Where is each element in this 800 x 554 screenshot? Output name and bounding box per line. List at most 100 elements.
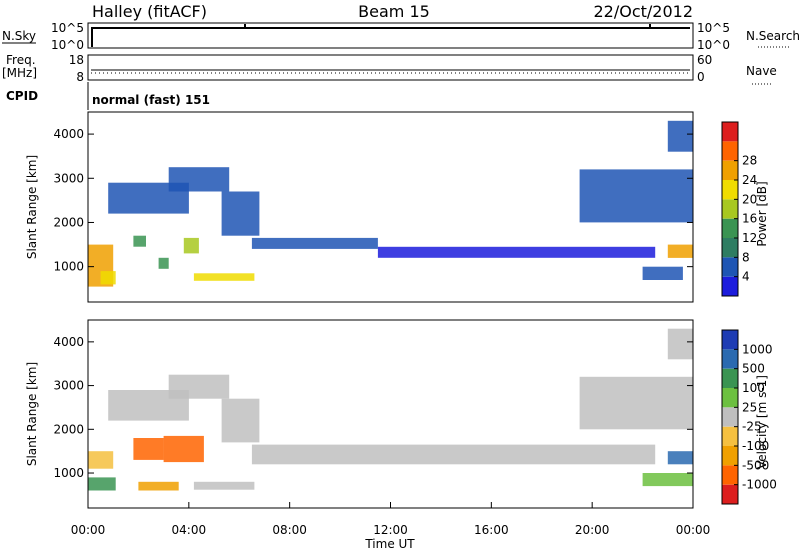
velocity-colorbar-tick-label-4: 25 xyxy=(742,400,757,414)
power-colorbar-tick-label-2: 12 xyxy=(742,231,757,245)
velocity-colorbar-tick-label-5: 100 xyxy=(742,381,765,395)
velocity-y-label: Slant Range [km] xyxy=(25,362,39,466)
power-colorbar-swatch-7 xyxy=(722,141,738,161)
velocity-y-ticks: 1000 2000 3000 4000 xyxy=(53,335,693,480)
velocity-region-9 xyxy=(251,444,656,465)
velocity-colorbar-frame xyxy=(721,329,739,505)
velocity-colorbar-swatch-3 xyxy=(722,426,738,446)
velocity-colorbar-swatch-4 xyxy=(722,407,738,427)
power-region-5 xyxy=(133,235,146,247)
velocity-region-8 xyxy=(193,481,255,490)
nsky-panel xyxy=(87,22,694,49)
velocity-xtick-label-6: 00:00 xyxy=(676,523,711,537)
power-plot-frame xyxy=(87,111,694,303)
power-colorbar-frame xyxy=(721,121,739,297)
velocity-colorbar-label: Velocity [m s-1] xyxy=(755,375,769,469)
power-colorbar xyxy=(721,121,739,297)
freq-tick-bottom: 8 xyxy=(76,70,84,84)
velocity-region-0 xyxy=(88,451,114,469)
velocity-x-ticks: 00:00 04:00 08:00 12:00 16:00 20:00 00:00 xyxy=(71,502,711,537)
freq-tick-top: 18 xyxy=(69,53,84,67)
power-region-14 xyxy=(667,120,693,152)
velocity-x-label: Time UT xyxy=(364,537,415,551)
velocity-colorbar-tick-label-2: -100 xyxy=(742,439,769,453)
power-region-13 xyxy=(642,266,683,280)
power-region-9 xyxy=(251,237,378,249)
cpid-label: CPID xyxy=(6,89,38,103)
nave-label: Nave xyxy=(746,64,777,78)
velocity-ytick-label-3: 4000 xyxy=(53,335,84,349)
power-colorbar-swatch-2 xyxy=(722,238,738,258)
power-colorbar-tick-label-3: 16 xyxy=(742,212,757,226)
freq-label-1: Freq. xyxy=(6,53,36,67)
velocity-colorbar-swatch-8 xyxy=(722,330,738,350)
velocity-region-11 xyxy=(667,451,693,465)
nsearch-label: N.Search xyxy=(746,29,800,43)
power-region-12 xyxy=(667,244,693,258)
nsearch-tick-top: 10^5 xyxy=(697,21,730,35)
nsky-tick-top: 10^5 xyxy=(51,21,84,35)
power-colorbar-swatch-4 xyxy=(722,199,738,219)
velocity-colorbar-swatch-0 xyxy=(722,484,738,504)
power-y-ticks: 1000 2000 3000 4000 xyxy=(53,127,693,274)
power-colorbar-swatch-1 xyxy=(722,257,738,277)
nsky-tick-bottom: 10^0 xyxy=(51,38,84,52)
velocity-region-6 xyxy=(163,435,204,463)
power-y-label: Slant Range [km] xyxy=(25,155,39,259)
velocity-colorbar-tick-label-6: 500 xyxy=(742,362,765,376)
power-ytick-label-1: 2000 xyxy=(53,215,84,229)
velocity-colorbar-swatch-5 xyxy=(722,388,738,408)
velocity-xtick-label-2: 08:00 xyxy=(272,523,307,537)
velocity-xtick-label-1: 04:00 xyxy=(172,523,207,537)
nsky-label: N.Sky xyxy=(2,29,36,43)
power-region-11 xyxy=(579,169,693,223)
velocity-region-10 xyxy=(579,376,693,430)
velocity-region-13 xyxy=(667,328,693,360)
power-ytick-label-0: 1000 xyxy=(53,260,84,274)
power-colorbar-tick-label-0: 4 xyxy=(742,270,750,284)
velocity-xtick-label-3: 12:00 xyxy=(373,523,408,537)
power-region-6 xyxy=(183,237,199,254)
power-colorbar-swatch-3 xyxy=(722,218,738,238)
nave-tick-bottom: 0 xyxy=(697,70,705,84)
velocity-region-12 xyxy=(642,473,693,487)
velocity-region-1 xyxy=(88,477,116,491)
beam-title: Beam 15 xyxy=(358,2,430,21)
velocity-region-4 xyxy=(221,398,260,443)
power-colorbar-tick-label-6: 28 xyxy=(742,154,757,168)
velocity-ytick-label-2: 3000 xyxy=(53,379,84,393)
velocity-colorbar xyxy=(721,329,739,505)
velocity-xtick-label-4: 16:00 xyxy=(474,523,509,537)
power-region-10 xyxy=(377,246,656,258)
cpid-value: normal (fast) 151 xyxy=(92,93,210,107)
power-colorbar-tick-label-1: 8 xyxy=(742,250,750,264)
station-title: Halley (fitACF) xyxy=(92,2,207,21)
velocity-colorbar-swatch-1 xyxy=(722,465,738,485)
power-region-7 xyxy=(158,257,169,269)
velocity-xtick-label-5: 20:00 xyxy=(575,523,610,537)
velocity-xtick-label-0: 00:00 xyxy=(71,523,106,537)
power-ytick-label-2: 3000 xyxy=(53,171,84,185)
power-region-4 xyxy=(221,191,260,236)
velocity-colorbar-ticks: -1000 -500 -100 -25 25 100 500 1000 xyxy=(734,342,777,492)
velocity-colorbar-swatch-6 xyxy=(722,368,738,388)
velocity-ytick-label-1: 2000 xyxy=(53,422,84,436)
velocity-region-5 xyxy=(133,438,164,460)
power-colorbar-swatch-0 xyxy=(722,276,738,296)
velocity-colorbar-swatch-7 xyxy=(722,349,738,369)
power-region-1 xyxy=(100,271,116,285)
power-colorbar-tick-label-4: 20 xyxy=(742,192,757,206)
velocity-colorbar-tick-label-3: -25 xyxy=(742,420,762,434)
date-title: 22/Oct/2012 xyxy=(593,2,693,21)
power-colorbar-ticks: 4 8 12 16 20 24 28 xyxy=(734,154,757,284)
power-region-8 xyxy=(193,273,255,281)
power-colorbar-label: Power [dB] xyxy=(755,181,769,246)
velocity-colorbar-tick-label-0: -1000 xyxy=(742,478,777,492)
velocity-region-7 xyxy=(138,481,179,491)
freq-label-2: [MHz] xyxy=(2,66,37,80)
power-ytick-label-3: 4000 xyxy=(53,127,84,141)
velocity-ytick-label-0: 1000 xyxy=(53,466,84,480)
nsearch-tick-bottom: 10^0 xyxy=(697,38,730,52)
power-panel: 1000 2000 3000 4000 Slant Range [km] xyxy=(25,111,694,303)
